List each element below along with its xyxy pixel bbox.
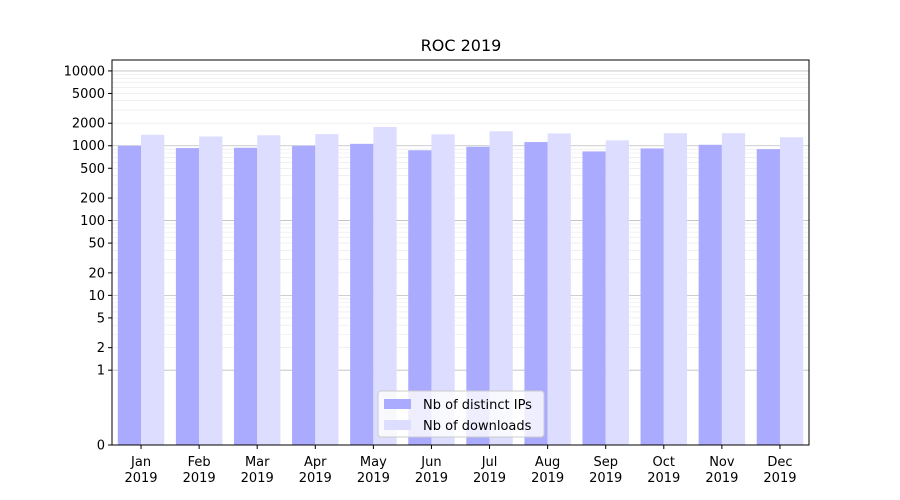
x-tick-label-month: Jul	[481, 455, 498, 470]
x-tick-label-year: 2019	[241, 471, 274, 486]
y-tick-label: 500	[80, 162, 105, 177]
y-tick-label: 200	[80, 192, 105, 207]
x-tick-label-month: Jan	[130, 455, 151, 470]
bar-downloads	[199, 136, 223, 445]
x-tick-label-year: 2019	[763, 471, 796, 486]
bars	[117, 127, 804, 446]
x-tick-label-year: 2019	[589, 471, 622, 486]
bar-distinct-ips	[466, 146, 490, 445]
legend-label: Nb of distinct IPs	[423, 398, 532, 413]
x-tick-label-year: 2019	[531, 471, 564, 486]
x-tick-label-year: 2019	[183, 471, 216, 486]
chart-title: ROC 2019	[421, 36, 502, 55]
y-tick-label: 1	[97, 364, 105, 379]
x-tick-label-year: 2019	[299, 471, 332, 486]
plot-frame	[111, 59, 810, 446]
bar-downloads	[315, 134, 339, 446]
x-tick-label-month: Dec	[767, 455, 792, 470]
x-tick-label-month: Apr	[304, 455, 327, 470]
bar-distinct-ips	[582, 151, 606, 445]
bar-downloads	[257, 135, 281, 445]
x-tick-label-month: Jun	[420, 455, 441, 470]
x-tick-label-year: 2019	[647, 471, 680, 486]
y-tick-label: 10000	[64, 64, 105, 79]
bar-distinct-ips	[292, 145, 316, 445]
x-tick-label-month: Mar	[245, 455, 270, 470]
y-tick-label: 1000	[72, 139, 105, 154]
x-tick-label-year: 2019	[357, 471, 390, 486]
x-tick-label-month: Feb	[188, 455, 211, 470]
bar-distinct-ips	[640, 148, 664, 445]
bar-downloads	[605, 140, 629, 445]
legend-swatch	[384, 399, 411, 409]
y-tick-label: 50	[88, 237, 105, 252]
y-tick-label: 5	[97, 311, 105, 326]
y-tick-label: 0	[97, 439, 105, 454]
y-tick-label: 100	[80, 214, 105, 229]
legend-box	[377, 390, 545, 438]
bar-downloads	[489, 131, 513, 445]
y-tick-label: 2000	[72, 117, 105, 132]
bar-downloads	[373, 127, 397, 445]
x-tick-label-month: Oct	[653, 455, 675, 470]
bar-distinct-ips	[117, 145, 142, 445]
x-tick-label-month: May	[360, 455, 387, 470]
bar-distinct-ips	[350, 143, 374, 445]
x-tick-label-month: Sep	[593, 455, 618, 470]
y-axis: 0 1 2 5 10 20 50 100 200 500 1000 2000 5000 10000	[64, 64, 112, 454]
bar-distinct-ips	[524, 142, 548, 445]
bar-distinct-ips	[233, 147, 258, 445]
legend-swatch	[384, 420, 411, 430]
bar-downloads	[141, 134, 165, 445]
x-axis: Jan2019Feb2019Mar2019Apr2019May2019Jun20…	[124, 445, 797, 486]
x-tick-label-year: 2019	[415, 471, 448, 486]
x-tick-label-year: 2019	[705, 471, 738, 486]
grid-lines	[112, 70, 809, 371]
x-tick-label-year: 2019	[124, 471, 157, 486]
y-tick-label: 20	[88, 266, 105, 281]
y-tick-label: 5000	[72, 87, 105, 102]
legend: Nb of distinct IPs Nb of downloads	[377, 390, 545, 438]
bar-downloads	[547, 133, 571, 445]
legend-label: Nb of downloads	[423, 419, 532, 434]
bar-distinct-ips	[756, 149, 780, 445]
x-tick-label-month: Aug	[535, 455, 560, 470]
bar-distinct-ips	[408, 150, 432, 445]
bar-downloads	[663, 133, 688, 446]
bar-distinct-ips	[175, 148, 200, 445]
y-tick-label: 10	[88, 289, 105, 304]
x-tick-label-month: Nov	[709, 455, 735, 470]
x-tick-label-year: 2019	[473, 471, 506, 486]
bar-downloads	[431, 134, 455, 445]
bar-distinct-ips	[698, 144, 722, 445]
bar-downloads	[721, 133, 746, 446]
y-tick-label: 2	[97, 341, 105, 356]
bar-downloads	[779, 137, 804, 445]
